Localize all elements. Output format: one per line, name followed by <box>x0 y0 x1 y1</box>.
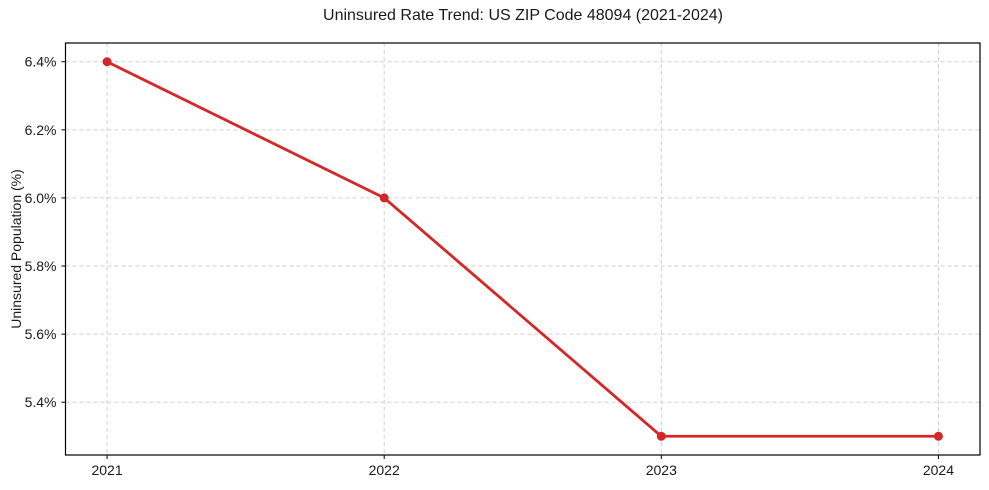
y-tick-label: 6.4% <box>25 54 57 70</box>
data-point <box>933 431 943 441</box>
x-tick-label: 2023 <box>646 462 677 478</box>
y-tick-label: 6.2% <box>25 122 57 138</box>
x-tick-label: 2021 <box>91 462 122 478</box>
data-point <box>379 193 389 203</box>
y-tick-label: 5.6% <box>25 326 57 342</box>
x-tick-label: 2024 <box>923 462 954 478</box>
y-tick-label: 5.8% <box>25 258 57 274</box>
plot-border <box>64 42 981 456</box>
data-point <box>656 431 666 441</box>
y-tick-label: 6.0% <box>25 190 57 206</box>
x-tick-label: 2022 <box>369 462 400 478</box>
trend-line <box>105 60 940 438</box>
data-point <box>102 57 112 67</box>
y-tick-label: 5.4% <box>25 394 57 410</box>
chart-title: Uninsured Rate Trend: US ZIP Code 48094 … <box>323 7 723 24</box>
